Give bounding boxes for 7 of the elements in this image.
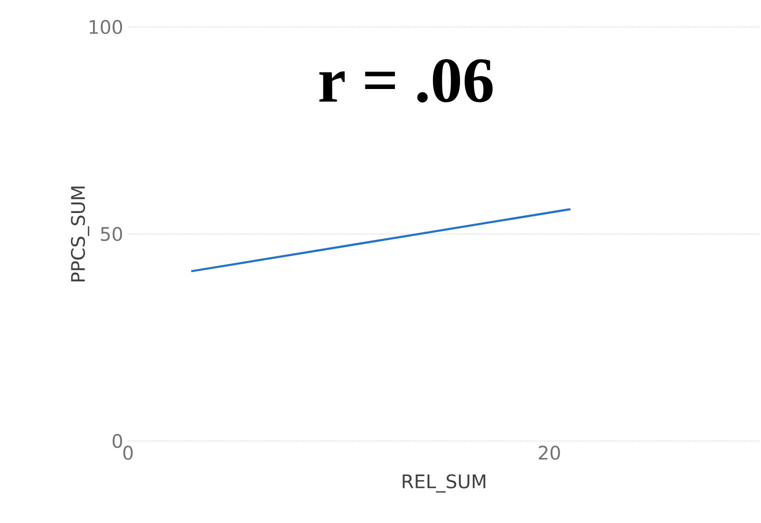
y-tick-label: 50: [100, 226, 122, 242]
chart-title: r = .06: [319, 59, 493, 103]
x-tick-label: 20: [538, 446, 560, 460]
x-axis-title: REL_SUM: [402, 474, 486, 493]
y-tick-label: 100: [90, 20, 122, 34]
y-axis-title: PPCS_SUM: [70, 186, 90, 282]
y-tick-label: 0: [112, 434, 122, 448]
